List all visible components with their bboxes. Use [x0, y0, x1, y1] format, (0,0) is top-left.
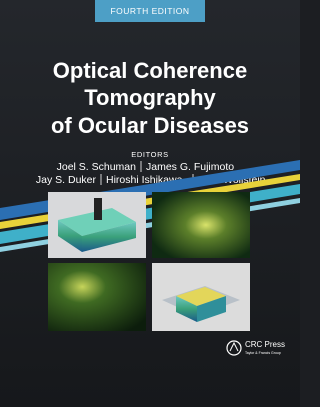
oct-side — [58, 220, 82, 252]
edition: FOURTH EDITION — [110, 6, 189, 16]
image-panel — [152, 263, 250, 331]
editor: Joel S. Schuman — [57, 161, 137, 173]
panel — [48, 263, 146, 331]
editor: Jay S. Duker — [36, 174, 97, 186]
publisher-group: Taylor & Francis Group — [245, 351, 281, 355]
publisher-logo: CRC Press Taylor & Francis Group — [226, 340, 285, 356]
logo-mark — [229, 341, 239, 352]
oct-side — [176, 296, 197, 322]
image-panel — [152, 192, 250, 258]
image-panel — [48, 192, 146, 258]
oct-front — [82, 222, 136, 252]
publisher-name: CRC Press — [245, 340, 285, 349]
title-line: of Ocular Diseases — [51, 113, 249, 138]
oct-front — [197, 296, 226, 322]
editors-label: EDITORS — [131, 150, 168, 159]
oct-dark — [94, 198, 102, 220]
logo-mark — [226, 340, 242, 356]
oct-top — [58, 208, 136, 236]
editor: James G. Fujimoto — [146, 161, 234, 173]
book-cover: FOURTH EDITION Optical Coherence Tomogra… — [0, 0, 300, 407]
title-line: Tomography — [84, 85, 216, 110]
image-panel — [48, 263, 146, 331]
edition-tab — [95, 0, 205, 22]
title-line: Optical Coherence — [53, 58, 247, 83]
oct-layer — [176, 287, 226, 306]
panel — [152, 192, 250, 258]
